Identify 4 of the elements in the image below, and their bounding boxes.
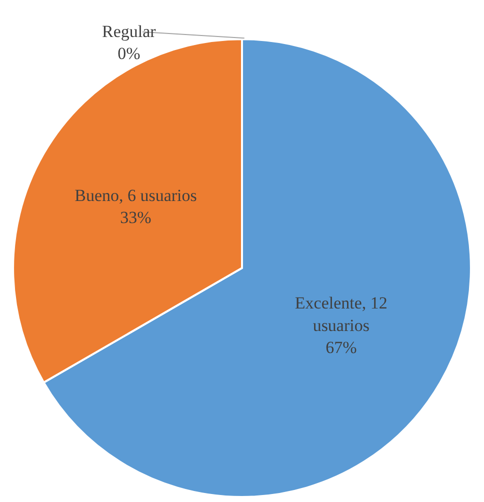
category-label: Regular bbox=[102, 22, 156, 41]
slice-label: Excelente, 12 usuarios 67% bbox=[294, 294, 388, 357]
slice-label: Bueno, 6 usuarios 33% bbox=[74, 186, 197, 228]
text: 0% bbox=[118, 44, 140, 64]
